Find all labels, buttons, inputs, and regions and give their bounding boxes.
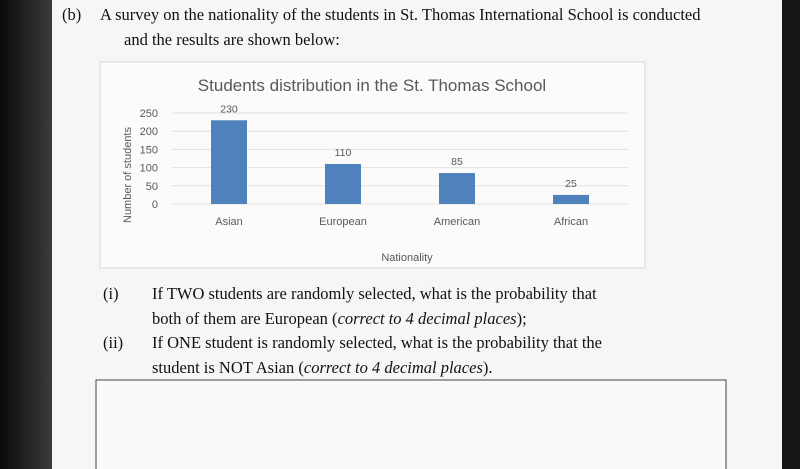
question-label: (b) xyxy=(62,5,81,24)
bar xyxy=(553,194,589,204)
text-segment: correct to 4 decimal places xyxy=(338,309,517,328)
text-segment: correct to 4 decimal places xyxy=(304,358,483,377)
data-label: 25 xyxy=(565,178,577,190)
question-text: and the results are shown below: xyxy=(124,30,340,49)
text-segment: both of them are European ( xyxy=(152,309,338,328)
text-segment: ). xyxy=(483,358,493,377)
x-axis-title: Nationality xyxy=(381,252,433,264)
data-label: 230 xyxy=(220,103,238,115)
text-segment: If TWO students are randomly selected, w… xyxy=(152,284,597,303)
x-tick-label: Asian xyxy=(215,216,243,228)
text-segment: student is NOT Asian ( xyxy=(152,358,304,377)
question-text: A survey on the nationality of the stude… xyxy=(100,5,701,24)
part-text: both of them are European (correct to 4 … xyxy=(152,309,527,328)
x-tick-label: African xyxy=(554,216,588,228)
x-tick-label: European xyxy=(319,216,367,228)
part-label: (i) xyxy=(103,284,119,303)
answer-box xyxy=(95,379,727,469)
part-label: (ii) xyxy=(103,333,123,352)
part-text: If TWO students are randomly selected, w… xyxy=(152,284,597,303)
data-label: 85 xyxy=(451,156,463,168)
y-tick-label: 100 xyxy=(140,163,158,175)
text-segment: ); xyxy=(517,309,527,328)
y-axis-title: Number of students xyxy=(122,127,134,223)
part-text: student is NOT Asian (correct to 4 decim… xyxy=(152,358,493,377)
data-label: 110 xyxy=(335,147,352,159)
part-text: If ONE student is randomly selected, wha… xyxy=(152,333,602,352)
bar xyxy=(325,163,361,204)
y-tick-label: 250 xyxy=(140,108,158,120)
y-tick-label: 0 xyxy=(152,199,158,211)
bar xyxy=(211,120,247,204)
text-segment: If ONE student is randomly selected, wha… xyxy=(152,333,602,352)
left-edge xyxy=(0,0,52,469)
chart-frame xyxy=(99,61,646,269)
x-tick-label: American xyxy=(434,216,480,228)
bar xyxy=(439,173,475,204)
y-tick-label: 50 xyxy=(146,181,158,193)
y-tick-label: 200 xyxy=(140,126,158,138)
y-tick-label: 150 xyxy=(140,144,158,156)
chart-title: Students distribution in the St. Thomas … xyxy=(198,76,546,95)
